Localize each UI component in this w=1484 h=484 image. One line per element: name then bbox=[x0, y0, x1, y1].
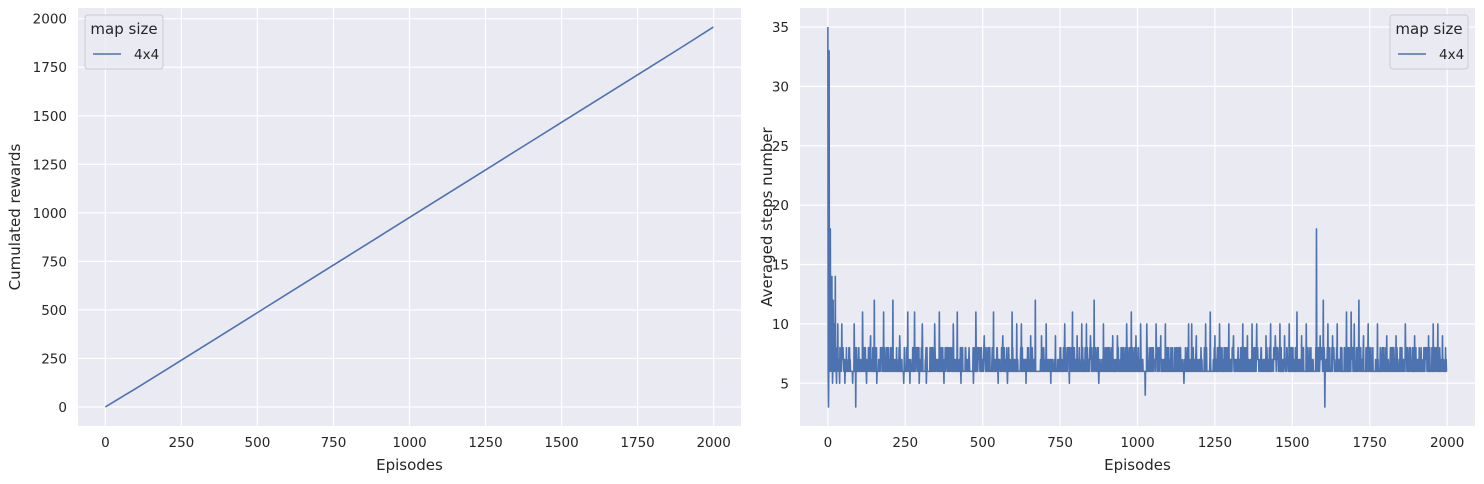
y-tick-label: 2000 bbox=[33, 12, 67, 28]
x-tick-label: 500 bbox=[970, 435, 996, 451]
x-tick-label: 250 bbox=[169, 435, 195, 451]
y-tick-label: 0 bbox=[58, 400, 67, 416]
y-tick-label: 750 bbox=[41, 254, 67, 270]
x-axis-label: Episodes bbox=[376, 456, 443, 474]
legend-box bbox=[84, 14, 164, 70]
series-line-4x4 bbox=[827, 26, 1448, 408]
x-tick-label: 2000 bbox=[1430, 435, 1464, 451]
legend: map size 4x4 bbox=[1389, 14, 1469, 70]
y-tick-label: 1250 bbox=[33, 157, 67, 173]
x-tick-label: 0 bbox=[824, 435, 833, 451]
x-tick-label: 2000 bbox=[696, 435, 730, 451]
x-tick-label: 750 bbox=[321, 435, 347, 451]
y-axis-label: Cumulated rewards bbox=[6, 144, 24, 291]
x-tick-label: 1500 bbox=[1275, 435, 1309, 451]
x-tick-label: 750 bbox=[1047, 435, 1073, 451]
right-chart: 0 250 500 750 1000 1250 1500 1750 2000 5 10 15 20 25 3… bbox=[758, 8, 1475, 474]
x-tick-label: 1250 bbox=[468, 435, 502, 451]
legend-box bbox=[1389, 14, 1469, 70]
x-tick-label: 1750 bbox=[1353, 435, 1387, 451]
y-tick-label: 20 bbox=[772, 198, 789, 214]
x-tick-label: 1750 bbox=[620, 435, 654, 451]
x-tick-label: 1250 bbox=[1198, 435, 1232, 451]
x-axis-label: Episodes bbox=[1104, 456, 1171, 474]
x-tick-label: 1000 bbox=[392, 435, 426, 451]
x-tick-label: 1500 bbox=[544, 435, 578, 451]
left-chart: 0 250 500 750 1000 1250 1500 1750 2000 0 250 500 750… bbox=[6, 8, 741, 474]
y-tick-label: 1500 bbox=[33, 109, 67, 125]
x-tick-label: 250 bbox=[892, 435, 918, 451]
y-tick-label: 500 bbox=[41, 303, 67, 319]
legend-title: map size bbox=[1395, 20, 1462, 38]
x-tick-label: 500 bbox=[245, 435, 271, 451]
y-tick-label: 30 bbox=[772, 79, 789, 95]
y-tick-label: 1000 bbox=[33, 206, 67, 222]
legend-title: map size bbox=[90, 20, 157, 38]
y-tick-label: 15 bbox=[772, 258, 789, 274]
legend: map size 4x4 bbox=[84, 14, 164, 70]
y-tick-label: 5 bbox=[780, 376, 789, 392]
legend-label: 4x4 bbox=[1439, 47, 1464, 63]
y-tick-label: 1750 bbox=[33, 60, 67, 76]
legend-label: 4x4 bbox=[134, 47, 159, 63]
x-tick-label: 1000 bbox=[1120, 435, 1154, 451]
y-tick-label: 250 bbox=[41, 351, 67, 367]
y-tick-label: 35 bbox=[772, 20, 789, 36]
series-line-4x4 bbox=[104, 26, 714, 408]
y-tick-label: 25 bbox=[772, 139, 789, 155]
x-tick-label: 0 bbox=[101, 435, 110, 451]
y-tick-label: 10 bbox=[772, 317, 789, 333]
y-axis-label: Averaged steps number bbox=[758, 126, 776, 306]
